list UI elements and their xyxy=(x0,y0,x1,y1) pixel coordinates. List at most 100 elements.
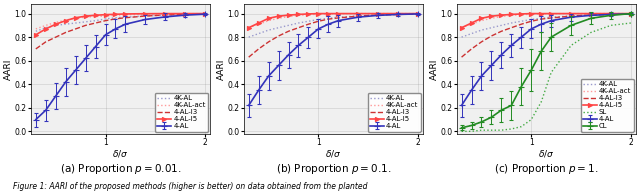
4K-AL xyxy=(335,16,342,18)
4K-AL xyxy=(92,19,99,22)
4K-AL-act xyxy=(42,24,50,27)
SL xyxy=(527,118,535,121)
4K-AL xyxy=(275,27,282,29)
4K-AL-act xyxy=(458,27,465,29)
4-AL-I3 xyxy=(477,41,485,43)
4-AL-I3 xyxy=(265,41,273,43)
4-AL-I5 xyxy=(627,12,635,15)
4K-AL xyxy=(497,24,505,27)
SL xyxy=(587,31,595,34)
4K-AL-act xyxy=(32,28,40,30)
4K-AL-act xyxy=(527,13,535,15)
4-AL-I5 xyxy=(458,27,465,29)
4-AL-I3 xyxy=(627,13,635,15)
4-AL-I5 xyxy=(567,12,575,15)
4K-AL-act xyxy=(72,17,79,19)
4-AL-I5 xyxy=(335,12,342,15)
Legend: 4K-AL, 4K-AL-act, 4-AL-I3, 4-AL-I5, 4-AL: 4K-AL, 4K-AL-act, 4-AL-I3, 4-AL-I5, 4-AL xyxy=(367,93,421,132)
4-AL-I5 xyxy=(508,13,515,15)
4-AL-I5 xyxy=(497,14,505,16)
SL xyxy=(547,71,555,74)
4-AL-I3 xyxy=(374,14,382,16)
4-AL-I3 xyxy=(92,22,99,24)
Line: 4-AL-I3: 4-AL-I3 xyxy=(249,14,418,57)
4K-AL xyxy=(111,17,119,19)
Text: (c) Proportion $p = 1$.: (c) Proportion $p = 1$. xyxy=(494,162,598,176)
4K-AL-act xyxy=(547,13,555,15)
4-AL-I3 xyxy=(42,41,50,43)
4-AL-I5 xyxy=(255,22,262,24)
4K-AL xyxy=(567,15,575,17)
4K-AL-act xyxy=(255,23,262,25)
4-AL-I5 xyxy=(72,17,79,19)
4K-AL xyxy=(72,22,79,24)
4K-AL xyxy=(374,14,382,16)
SL xyxy=(468,130,476,133)
4-AL-I3 xyxy=(458,56,465,58)
4-AL-I3 xyxy=(305,23,312,25)
4K-AL xyxy=(141,15,149,17)
4K-AL-act xyxy=(102,15,109,17)
4-AL-I5 xyxy=(111,13,119,15)
4K-AL xyxy=(477,29,485,31)
4K-AL-act xyxy=(92,15,99,18)
4K-AL xyxy=(587,14,595,16)
4K-AL-act xyxy=(161,13,169,15)
4K-AL xyxy=(294,22,302,24)
4-AL-I3 xyxy=(141,15,149,17)
4-AL-I3 xyxy=(518,23,525,25)
4-AL-I5 xyxy=(82,15,90,17)
4-AL-I5 xyxy=(265,17,273,19)
4-AL-I3 xyxy=(508,27,515,29)
4K-AL-act xyxy=(468,23,476,25)
Line: SL: SL xyxy=(461,23,631,131)
4-AL-I5 xyxy=(587,12,595,15)
4-AL-I5 xyxy=(324,12,332,15)
Y-axis label: AARI: AARI xyxy=(430,58,439,80)
4-AL-I5 xyxy=(538,12,545,15)
4K-AL xyxy=(508,22,515,24)
4-AL-I5 xyxy=(294,13,302,15)
4-AL-I3 xyxy=(497,30,505,32)
Y-axis label: AARI: AARI xyxy=(4,58,13,80)
4K-AL-act xyxy=(315,13,323,15)
X-axis label: $\delta/\sigma$: $\delta/\sigma$ xyxy=(538,148,554,159)
SL xyxy=(567,44,575,47)
Text: (a) Proportion $p = 0.01$.: (a) Proportion $p = 0.01$. xyxy=(60,162,181,176)
4-AL-I5 xyxy=(42,28,50,30)
Y-axis label: AARI: AARI xyxy=(217,58,226,80)
4-AL-I3 xyxy=(82,24,90,27)
4K-AL xyxy=(82,21,90,23)
4-AL-I5 xyxy=(355,12,362,15)
4K-AL-act xyxy=(122,14,129,16)
4K-AL-act xyxy=(275,17,282,19)
4-AL-I3 xyxy=(414,13,422,15)
Line: 4-AL-I3: 4-AL-I3 xyxy=(36,14,205,49)
4K-AL xyxy=(394,13,402,15)
4-AL-I5 xyxy=(547,12,555,15)
4-AL-I5 xyxy=(161,12,169,15)
4K-AL xyxy=(102,18,109,20)
4-AL-I5 xyxy=(181,12,189,15)
4-AL-I3 xyxy=(111,18,119,20)
4-AL-I3 xyxy=(315,20,323,22)
4K-AL-act xyxy=(508,14,515,16)
4K-AL-act xyxy=(294,14,302,16)
4K-AL-act xyxy=(477,19,485,22)
4K-AL xyxy=(607,13,615,15)
4-AL-I5 xyxy=(92,14,99,16)
4-AL-I5 xyxy=(468,22,476,24)
4-AL-I5 xyxy=(527,12,535,15)
4K-AL xyxy=(245,36,253,38)
4K-AL xyxy=(324,17,332,19)
4K-AL-act xyxy=(374,12,382,15)
4-AL-I3 xyxy=(52,36,60,38)
4-AL-I5 xyxy=(414,12,422,15)
4K-AL xyxy=(285,24,292,27)
X-axis label: $\delta/\sigma$: $\delta/\sigma$ xyxy=(325,148,342,159)
Text: Figure 1: AARI of the proposed methods (higher is better) on data obtained from : Figure 1: AARI of the proposed methods (… xyxy=(13,182,367,191)
4K-AL xyxy=(32,30,40,32)
4-AL-I5 xyxy=(488,15,495,17)
4K-AL-act xyxy=(285,15,292,18)
4-AL-I3 xyxy=(355,15,362,17)
